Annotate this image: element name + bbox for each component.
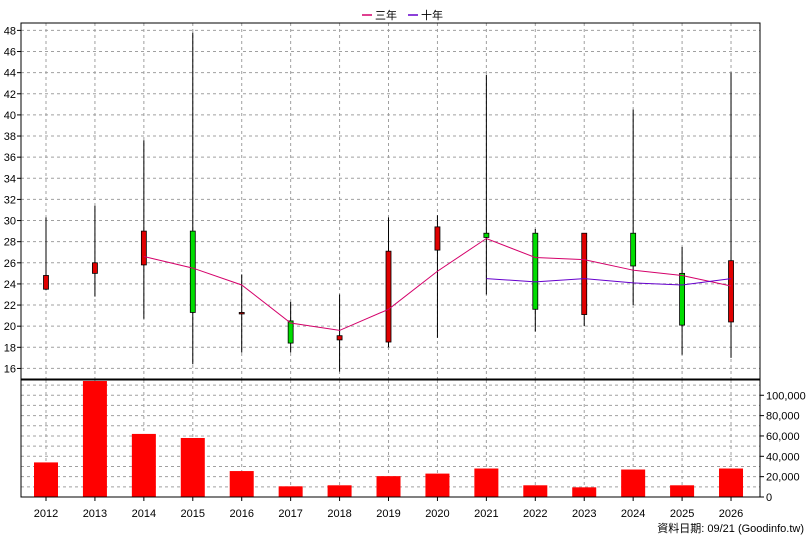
volume-bar	[670, 485, 695, 497]
data-date-footer: 資料日期: 09/21 (Goodinfo.tw)	[657, 521, 804, 535]
volume-tick-label: 40,000	[766, 451, 800, 463]
volume-bar	[523, 485, 548, 497]
price-tick-label: 36	[4, 152, 16, 164]
price-tick-label: 48	[4, 25, 16, 37]
price-tick-label: 30	[4, 216, 16, 228]
price-tick-label: 38	[4, 131, 16, 143]
price-tick-label: 26	[4, 258, 16, 270]
candle-body	[238, 312, 245, 315]
candle-body	[483, 232, 490, 238]
volume-tick-label: 100,000	[766, 390, 806, 402]
x-tick-label: 2018	[327, 508, 351, 520]
price-tick-label: 28	[4, 237, 16, 249]
x-tick-label: 2020	[425, 508, 449, 520]
series-line-ten-year	[486, 278, 732, 286]
candles	[43, 32, 734, 372]
x-tick-label: 2019	[376, 508, 400, 520]
candle-body	[92, 262, 98, 274]
volume-tick-label: 80,000	[766, 411, 800, 423]
candle-body	[581, 232, 588, 315]
price-tick-label: 40	[4, 110, 16, 122]
volume-bars	[34, 381, 744, 497]
price-tick-label: 46	[4, 47, 16, 59]
volume-bar	[376, 476, 401, 497]
candle-body	[434, 226, 441, 251]
x-axis: 2012 2013 2014 2015 2016 2017 2018 2019 2020 2021…	[34, 497, 743, 520]
plot-frames	[20, 22, 761, 498]
price-tick-label: 34	[4, 173, 16, 185]
x-tick-label: 2012	[34, 508, 58, 520]
volume-panel-frame	[20, 379, 761, 498]
price-tick-label: 42	[4, 89, 16, 101]
candle-body	[189, 230, 196, 313]
x-tick-label: 2015	[181, 508, 205, 520]
volume-tick-label: 20,000	[766, 472, 800, 484]
legend-label: 三年	[375, 8, 397, 22]
candle-body	[140, 230, 147, 266]
volume-bar	[327, 485, 352, 497]
x-tick-label: 2022	[523, 508, 547, 520]
volume-bar	[425, 473, 450, 497]
x-tick-label: 2025	[670, 508, 694, 520]
x-tick-label: 2021	[474, 508, 498, 520]
price-panel-frame	[20, 22, 761, 380]
price-tick-label: 16	[4, 363, 16, 375]
legend-label: 十年	[421, 8, 443, 22]
price-tick-label: 32	[4, 194, 16, 206]
volume-tick-label: 60,000	[766, 431, 800, 443]
volume-bar	[572, 487, 597, 497]
volume-bar	[621, 469, 646, 497]
volume-bar	[82, 381, 107, 497]
series-line-three-year	[143, 237, 732, 331]
x-tick-label: 2023	[572, 508, 596, 520]
price-tick-label: 18	[4, 342, 16, 354]
candle-body	[728, 260, 734, 323]
candle-body	[532, 232, 539, 310]
x-tick-label: 2014	[132, 508, 156, 520]
x-tick-label: 2017	[278, 508, 302, 520]
candle-body	[385, 250, 392, 343]
price-axis: 16 18 20 22 24 26 28 30 32 34 36 38 40 42 44 46 48	[4, 25, 21, 375]
volume-tick-label: 0	[766, 492, 772, 504]
average-lines	[143, 237, 732, 331]
price-tick-label: 24	[4, 279, 16, 291]
price-tick-label: 20	[4, 321, 16, 333]
legend: 三年 十年	[362, 8, 443, 22]
candle-body	[336, 335, 343, 341]
x-tick-label: 2024	[621, 508, 645, 520]
volume-bar	[278, 486, 303, 497]
price-tick-label: 44	[4, 68, 16, 80]
volume-bar	[34, 462, 58, 497]
price-tick-label: 22	[4, 300, 16, 312]
volume-bar	[131, 433, 156, 497]
x-tick-label: 2013	[83, 508, 107, 520]
volume-bar	[229, 471, 254, 497]
volume-axis: 0 20,000 40,000 60,000 80,000 100,000	[760, 390, 806, 504]
candle-body	[630, 232, 637, 267]
x-tick-label: 2026	[719, 508, 743, 520]
volume-bar	[719, 468, 744, 497]
volume-bar	[180, 437, 205, 497]
candle-body	[43, 275, 49, 290]
candle-body	[679, 272, 685, 326]
candle-body	[287, 320, 294, 344]
volume-bar	[474, 468, 499, 497]
x-tick-label: 2016	[229, 508, 253, 520]
